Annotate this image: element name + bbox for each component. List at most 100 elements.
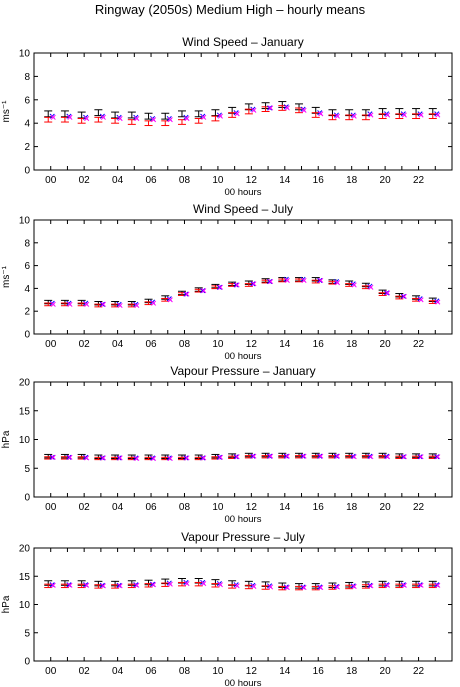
x-tick-label: 10 xyxy=(212,502,224,513)
error-bar-point xyxy=(345,283,354,287)
error-bar-point xyxy=(60,110,69,118)
chart-title: Vapour Pressure – July xyxy=(181,530,305,544)
error-bar-point xyxy=(111,111,120,119)
error-bar-point xyxy=(161,120,170,127)
x-axis-label: 00 hours xyxy=(225,514,262,525)
x-marker-point xyxy=(50,582,56,588)
x-marker-point xyxy=(150,582,157,588)
error-bar-point xyxy=(144,301,153,306)
x-marker-point xyxy=(268,105,274,111)
error-bar-point xyxy=(395,583,404,589)
chart-3: Vapour Pressure – January 0 5 10 15 20 00 02 04 0… xyxy=(1,364,453,525)
x-marker-point xyxy=(134,455,140,462)
x-marker-point xyxy=(183,455,189,461)
x-marker-point xyxy=(284,453,290,459)
x-marker-point xyxy=(217,284,223,290)
y-tick-label: 15 xyxy=(19,406,31,417)
x-marker-point xyxy=(117,455,123,461)
x-marker-point xyxy=(267,105,273,111)
x-marker-point xyxy=(184,581,190,587)
x-marker-point xyxy=(251,281,257,287)
error-bar-point xyxy=(211,583,220,588)
error-bar-point xyxy=(194,581,203,587)
error-bar-point xyxy=(44,302,53,307)
x-tick-label: 22 xyxy=(413,175,425,186)
error-bar-point xyxy=(244,108,253,115)
x-marker-point xyxy=(100,583,106,589)
x-marker-point xyxy=(351,113,357,119)
error-bar-point xyxy=(412,297,421,302)
x-marker-point xyxy=(368,112,374,118)
x-tick-label: 12 xyxy=(246,666,258,677)
error-bar-point xyxy=(44,110,53,118)
x-marker-point xyxy=(385,112,391,118)
x-tick-label: 00 xyxy=(45,175,57,186)
x-marker-point xyxy=(167,581,173,587)
error-bar-point xyxy=(177,119,186,125)
x-marker-point xyxy=(234,583,240,589)
y-tick-label: 20 xyxy=(19,378,31,389)
x-marker-point xyxy=(183,291,189,297)
x-marker-point xyxy=(217,582,223,588)
error-bar-point xyxy=(127,111,136,119)
x-marker-point xyxy=(200,455,206,461)
error-bar-point xyxy=(77,302,86,307)
error-bar-point xyxy=(194,110,203,118)
y-tick-label: 0 xyxy=(24,657,30,668)
x-tick-label: 20 xyxy=(380,666,392,677)
x-marker-point xyxy=(284,105,290,111)
x-marker-point xyxy=(67,114,73,120)
x-marker-point xyxy=(418,297,424,303)
x-marker-point xyxy=(234,111,240,117)
x-tick-label: 20 xyxy=(380,502,392,513)
x-marker-point xyxy=(116,455,122,461)
x-marker-point xyxy=(67,301,73,307)
x-tick-label: 02 xyxy=(79,666,91,677)
x-tick-label: 10 xyxy=(212,175,224,186)
x-tick-label: 10 xyxy=(212,666,224,677)
x-marker-point xyxy=(417,454,423,460)
x-marker-point xyxy=(368,454,374,460)
x-marker-point xyxy=(50,301,56,307)
x-axis-label: 00 hours xyxy=(225,187,262,198)
x-tick-label: 06 xyxy=(145,339,157,350)
error-bar-point xyxy=(295,278,304,283)
x-tick-label: 16 xyxy=(313,175,325,186)
x-tick-label: 14 xyxy=(279,666,291,677)
error-bar-point xyxy=(211,109,220,117)
error-bar-point xyxy=(111,584,120,589)
chart-title: Wind Speed – January xyxy=(182,35,303,49)
error-bar-point xyxy=(60,302,69,307)
error-bar-point xyxy=(395,295,404,300)
x-marker-point xyxy=(150,300,157,306)
x-marker-point xyxy=(418,582,424,588)
y-tick-label: 8 xyxy=(24,72,30,83)
x-marker-point xyxy=(217,454,223,460)
x-marker-point xyxy=(251,107,257,113)
x-marker-point xyxy=(267,279,273,285)
error-bar-point xyxy=(144,583,153,588)
error-bar-point xyxy=(428,113,437,120)
error-bar-point xyxy=(111,303,120,308)
y-axis-label: hPa xyxy=(1,430,12,448)
error-bar-point xyxy=(244,283,253,287)
x-marker-point xyxy=(301,277,307,283)
x-tick-label: 12 xyxy=(246,339,258,350)
x-marker-point xyxy=(134,115,140,122)
x-tick-label: 04 xyxy=(112,339,124,350)
x-tick-label: 06 xyxy=(145,666,157,677)
y-tick-label: 5 xyxy=(24,464,30,475)
x-tick-label: 20 xyxy=(380,339,392,350)
error-bar-point xyxy=(144,120,153,127)
x-marker-point xyxy=(301,107,307,113)
x-marker-point xyxy=(334,280,341,286)
x-tick-label: 12 xyxy=(246,502,258,513)
x-marker-point xyxy=(400,293,406,299)
x-tick-label: 14 xyxy=(279,502,291,513)
plot-frame xyxy=(33,547,453,662)
x-marker-point xyxy=(150,117,157,123)
x-marker-point xyxy=(84,115,90,122)
error-bar-point xyxy=(412,113,421,120)
error-bar-point xyxy=(412,583,421,589)
